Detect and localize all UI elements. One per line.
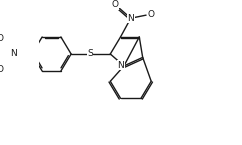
Text: O: O — [0, 65, 4, 74]
Text: O: O — [0, 34, 4, 43]
Text: N: N — [118, 61, 124, 70]
Text: S: S — [87, 49, 93, 58]
Text: N: N — [127, 14, 134, 23]
Text: N: N — [10, 49, 16, 58]
Text: O: O — [111, 0, 118, 9]
Text: O: O — [148, 10, 155, 19]
